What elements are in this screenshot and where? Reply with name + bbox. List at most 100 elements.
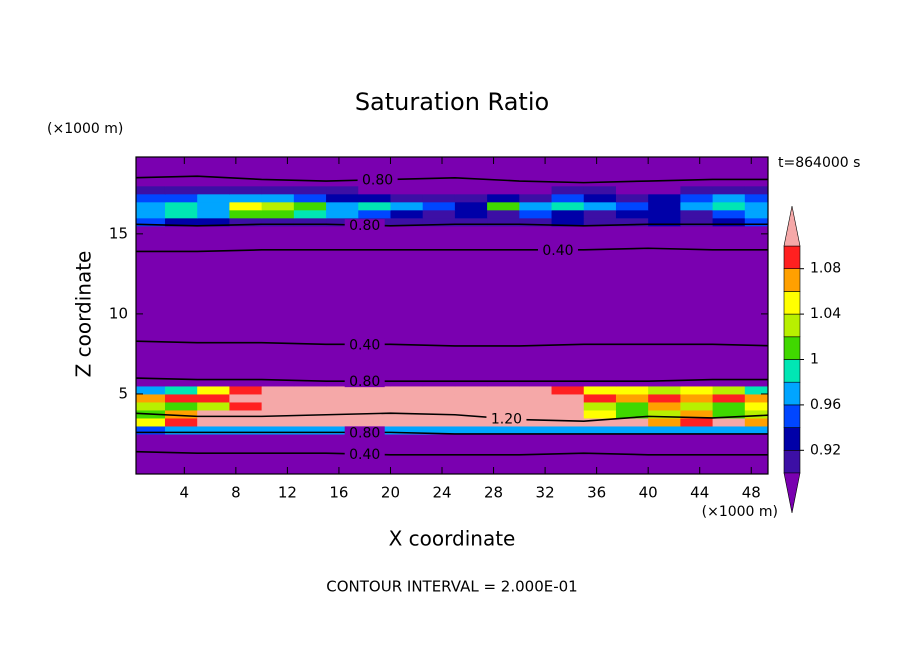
x-tick-label: 48 — [742, 484, 761, 502]
field-cell — [583, 393, 617, 403]
field-cell — [487, 233, 520, 379]
field-cell — [648, 457, 681, 474]
field-cell — [519, 393, 553, 403]
field-cell — [390, 441, 424, 459]
field-cell — [712, 377, 746, 387]
field-cell — [197, 185, 230, 195]
field-cell — [136, 377, 166, 387]
field-cell — [583, 441, 617, 459]
field-cell — [422, 233, 456, 379]
field-cell — [615, 409, 649, 419]
field-cell — [197, 417, 230, 427]
field-cell — [197, 209, 230, 219]
field-cell — [358, 457, 391, 474]
y-tick-label: 10 — [109, 304, 128, 322]
field-cell — [519, 193, 553, 203]
field-cell — [551, 217, 585, 227]
x-tick-label: 24 — [432, 484, 451, 502]
contour-line — [136, 412, 768, 422]
contour-line — [136, 450, 768, 456]
field-cell — [551, 185, 585, 195]
field-cell — [487, 377, 520, 387]
field-cell — [712, 209, 746, 219]
field-cell — [648, 157, 681, 187]
field-cell — [454, 441, 488, 459]
field-cell — [293, 401, 327, 411]
field-cell — [551, 385, 585, 395]
field-cell — [390, 217, 424, 227]
field-cell — [136, 433, 166, 443]
field-cell — [261, 393, 295, 403]
field-cell — [164, 209, 198, 219]
contours: 0.80 0.80 0.40 0.40 0.80 1.20 0.80 0.40 — [136, 173, 768, 463]
field-cell — [744, 225, 768, 235]
field-cell — [744, 385, 768, 395]
field-cell — [744, 409, 768, 419]
field-cell — [680, 417, 714, 427]
field-cell — [197, 441, 230, 459]
field-cell — [164, 157, 198, 187]
field-cell — [422, 425, 456, 435]
field-cell — [712, 393, 746, 403]
field-cell — [454, 225, 488, 235]
field-cell — [293, 441, 327, 459]
field-cell — [164, 233, 198, 379]
field-cell — [261, 457, 295, 474]
field-cell — [680, 157, 714, 187]
x-tick-label: 20 — [381, 484, 400, 502]
field-cell — [487, 225, 520, 235]
field-cell — [197, 393, 230, 403]
field-cell — [326, 233, 359, 379]
field-cell — [648, 233, 681, 379]
field-cell — [197, 193, 230, 203]
field-cell — [390, 201, 424, 211]
field-cell — [164, 393, 198, 403]
field-cell — [519, 425, 553, 435]
contour-label: 0.80 — [349, 218, 380, 234]
field-cell — [712, 433, 746, 443]
contour-label: 0.80 — [349, 374, 380, 390]
field-cell — [551, 409, 585, 419]
field-cell — [197, 377, 230, 387]
field-cell — [164, 417, 198, 427]
field-cell — [136, 185, 166, 195]
field-cell — [648, 385, 681, 395]
field-cell — [136, 457, 166, 474]
x-axis-title: X coordinate — [389, 527, 516, 551]
colorbar-band — [783, 404, 801, 428]
field-cell — [326, 385, 359, 395]
field-cell — [583, 209, 617, 219]
field-cell — [712, 157, 746, 187]
field-cell — [229, 233, 263, 379]
field-cell — [487, 433, 520, 443]
y-tick-label: 15 — [109, 224, 128, 242]
field-cell — [390, 417, 424, 427]
field-cell — [390, 185, 424, 195]
field-cell — [229, 401, 263, 411]
field-cell — [551, 193, 585, 203]
field-cell — [197, 157, 230, 187]
colorbar-band — [783, 268, 801, 292]
field-cell — [358, 185, 391, 195]
field-cell — [583, 217, 617, 227]
field-cell — [712, 409, 746, 419]
field-cell — [680, 209, 714, 219]
plot-frame — [135, 156, 769, 475]
field-cell — [261, 409, 295, 419]
field-cell — [197, 201, 230, 211]
field-cell — [136, 157, 166, 187]
field-cell — [358, 201, 391, 211]
field-cell — [293, 225, 327, 235]
field-cell — [551, 393, 585, 403]
field-cell — [261, 441, 295, 459]
field-cell — [744, 185, 768, 195]
y-unit: (×1000 m) — [47, 121, 123, 137]
field-cell — [712, 217, 746, 227]
field-cell — [583, 185, 617, 195]
field-cell — [261, 385, 295, 395]
field-cell — [326, 417, 359, 427]
contour-label: 0.40 — [349, 447, 380, 463]
contour-label-gap — [537, 243, 578, 256]
field-cell — [358, 393, 391, 403]
